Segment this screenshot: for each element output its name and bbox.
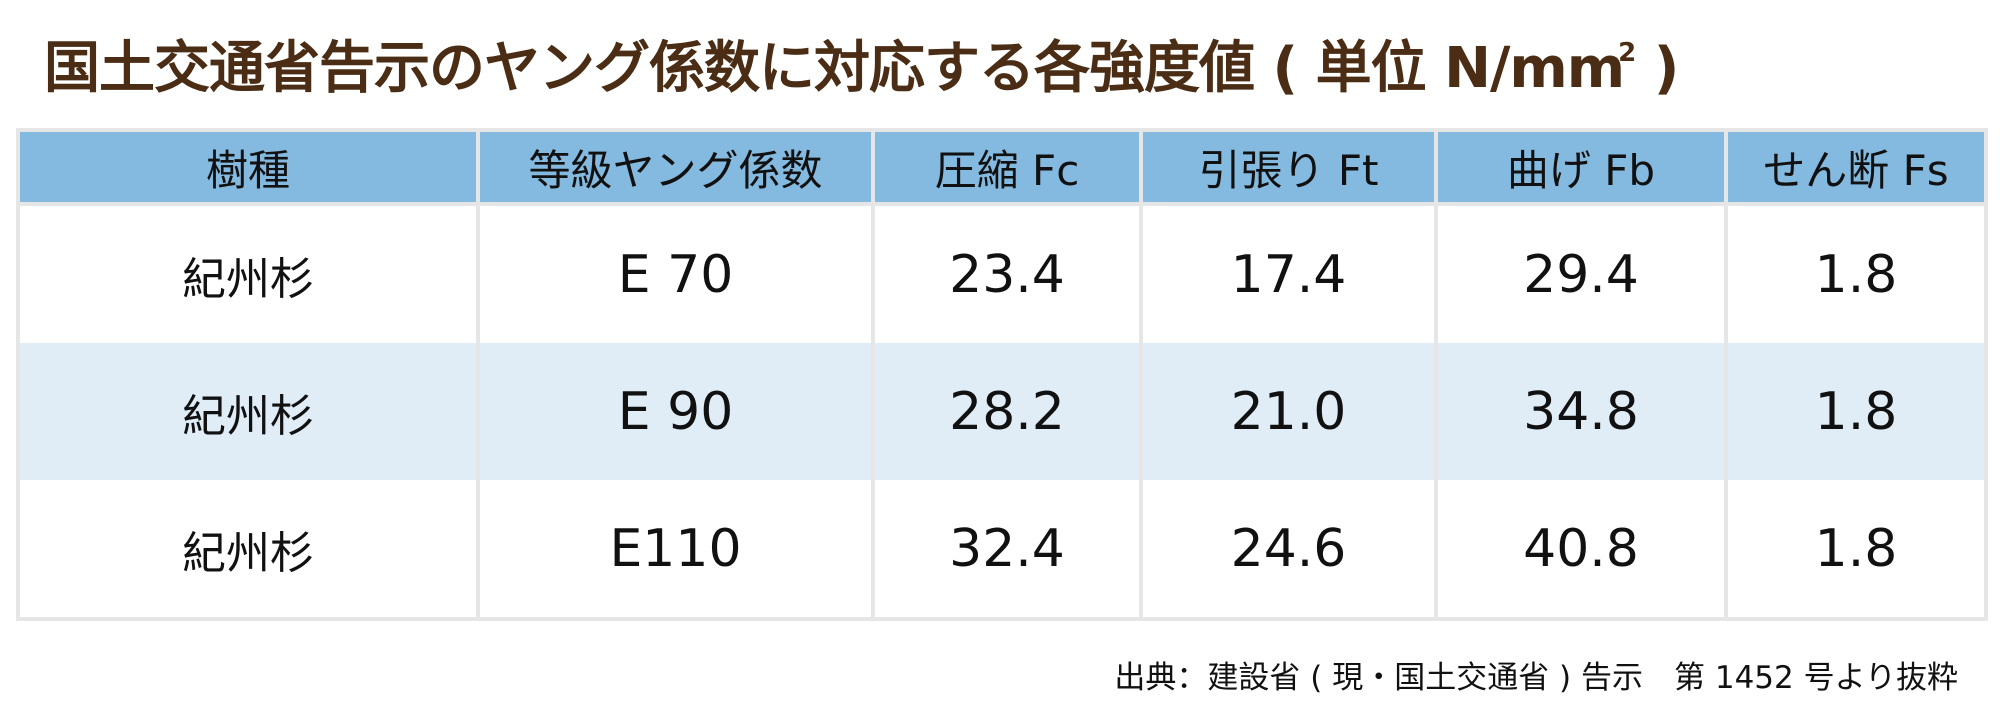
table-row: 紀州杉 E 70 23.4 17.4 29.4 1.8 [16,204,1988,343]
cell-tension: 17.4 [1139,204,1438,343]
table-row: 紀州杉 E 90 28.2 21.0 34.8 1.8 [16,343,1988,480]
table-header-row: 樹種 等級ヤング係数 圧縮 Fc 引張り Ft 曲げ Fb せん断 Fs [16,130,1988,206]
header-tension: 引張り Ft [1139,130,1438,206]
cell-bending: 34.8 [1434,343,1728,480]
source-note: 出典：建設省 ( 現・国土交通省 ) 告示 第 1452 号より抜粋 [1114,660,1958,696]
table-row: 紀州杉 E110 32.4 24.6 40.8 1.8 [16,480,1988,619]
cell-compression: 23.4 [871,204,1143,343]
strength-table: 樹種 等級ヤング係数 圧縮 Fc 引張り Ft 曲げ Fb せん断 Fs 紀州杉… [16,128,1988,621]
header-bending: 曲げ Fb [1434,130,1728,206]
cell-grade: E 90 [476,343,875,480]
cell-shear: 1.8 [1724,343,1988,480]
cell-shear: 1.8 [1724,480,1988,619]
cell-bending: 40.8 [1434,480,1728,619]
cell-species: 紀州杉 [16,204,480,343]
cell-bending: 29.4 [1434,204,1728,343]
header-species: 樹種 [16,130,480,206]
page-title-text: 国土交通省告示のヤング係数に対応する各強度値 ( 単位 N/mm [44,36,1625,101]
header-young-modulus-grade: 等級ヤング係数 [476,130,875,206]
header-compression: 圧縮 Fc [871,130,1143,206]
cell-species: 紀州杉 [16,343,480,480]
header-shear: せん断 Fs [1724,130,1988,206]
cell-compression: 32.4 [871,480,1143,619]
cell-shear: 1.8 [1724,204,1988,343]
cell-tension: 21.0 [1139,343,1438,480]
cell-tension: 24.6 [1139,480,1438,619]
cell-grade: E 70 [476,204,875,343]
cell-compression: 28.2 [871,343,1143,480]
unit-superscript: 2 [1618,38,1636,68]
cell-species: 紀州杉 [16,480,480,619]
cell-grade: E110 [476,480,875,619]
page-title: 国土交通省告示のヤング係数に対応する各強度値 ( 単位 N/mm2 ) [44,36,1680,101]
page-title-closing: ) [1635,36,1680,101]
